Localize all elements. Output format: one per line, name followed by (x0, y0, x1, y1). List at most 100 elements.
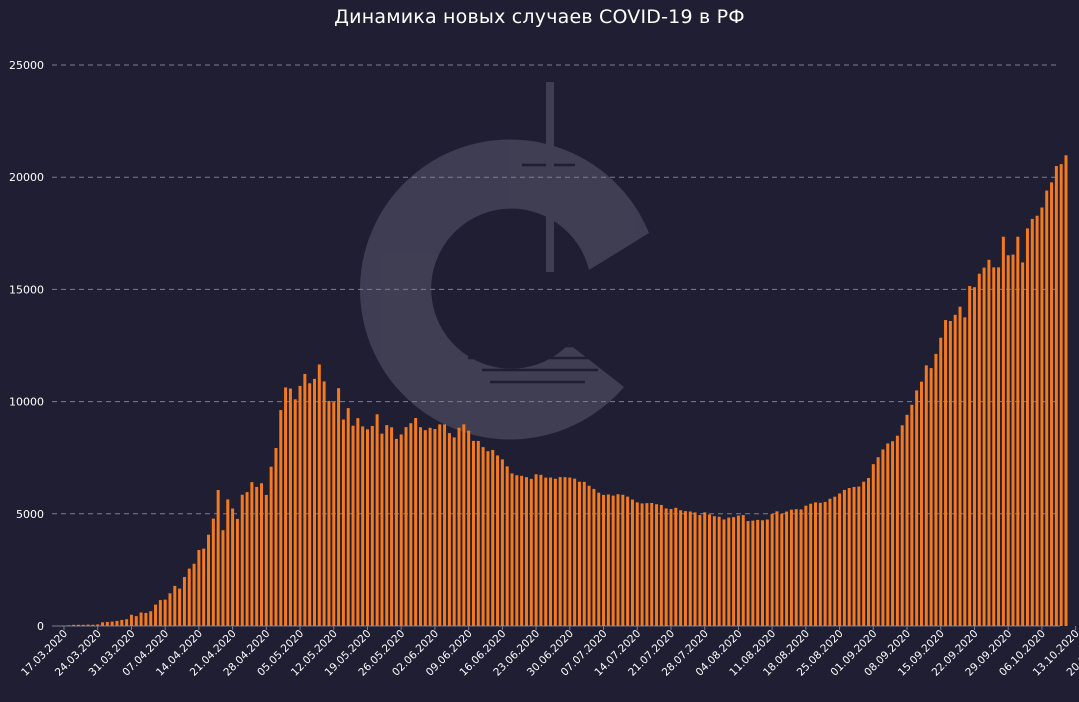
bar (794, 509, 798, 626)
sound-wave-icon (468, 98, 630, 384)
bar (577, 481, 581, 626)
y-tick-label: 15000 (9, 283, 44, 296)
bar (664, 508, 668, 626)
bar (924, 365, 928, 626)
bar (818, 502, 822, 626)
bar (414, 418, 418, 626)
bar (409, 423, 413, 626)
bar (144, 612, 148, 626)
bar (462, 424, 466, 626)
y-tick-label: 5000 (16, 508, 44, 521)
bar (226, 499, 230, 626)
bar (428, 427, 432, 626)
bar (418, 427, 422, 626)
bar (293, 399, 297, 626)
bar (346, 408, 350, 626)
bar (905, 414, 909, 626)
bar (679, 510, 683, 626)
bar (120, 619, 124, 626)
bar (756, 519, 760, 626)
bar (457, 427, 461, 626)
bar (327, 400, 331, 626)
bar (775, 511, 779, 626)
bar (298, 385, 302, 626)
bar (452, 437, 456, 626)
bar (332, 402, 336, 626)
bar (674, 507, 678, 626)
bar (708, 514, 712, 626)
bar (717, 516, 721, 626)
bar (149, 611, 153, 626)
bar (785, 511, 789, 626)
bar (91, 624, 95, 626)
bar (380, 433, 384, 626)
bar (789, 509, 793, 626)
bar (438, 424, 442, 626)
bar (125, 619, 129, 626)
bar (939, 337, 943, 626)
bar (1045, 190, 1049, 626)
bar (269, 466, 273, 626)
bar (154, 604, 158, 626)
y-tick-label: 10000 (9, 396, 44, 409)
bar (645, 503, 649, 626)
bar (207, 534, 211, 626)
y-tick-label: 20000 (9, 171, 44, 184)
bar (953, 314, 957, 626)
bar (96, 624, 100, 626)
bar (356, 418, 360, 626)
bar (722, 519, 726, 626)
bar (650, 502, 654, 626)
bar (341, 419, 345, 626)
bar (115, 620, 119, 626)
bar (972, 287, 976, 626)
bar (823, 501, 827, 626)
bar (303, 373, 307, 626)
bar (72, 624, 76, 626)
bar (433, 429, 437, 626)
bar (915, 390, 919, 626)
bar (510, 473, 514, 626)
bar (500, 459, 504, 626)
bar (857, 486, 861, 626)
bar (886, 443, 890, 626)
bar (693, 512, 697, 626)
bar (370, 425, 374, 626)
bar (833, 496, 837, 626)
bar (587, 485, 591, 626)
bar (838, 493, 842, 626)
bar (592, 488, 596, 626)
bar (963, 317, 967, 626)
bar (101, 622, 105, 626)
bar (958, 306, 962, 626)
bar (67, 625, 71, 626)
bar (496, 455, 500, 626)
x-axis: 17.03.202024.03.202031.03.202007.04.2020… (19, 626, 1079, 679)
bar (197, 549, 201, 626)
bar (351, 425, 355, 626)
bar (467, 430, 471, 626)
bar (505, 466, 509, 626)
bar (669, 509, 673, 626)
bar (1035, 215, 1039, 627)
bar (476, 440, 480, 626)
bar (640, 503, 644, 626)
bar (549, 477, 553, 626)
bar (216, 490, 220, 626)
bar (814, 502, 817, 626)
bar (1054, 166, 1058, 626)
bar (582, 481, 586, 626)
bar (799, 509, 803, 626)
bar (828, 498, 832, 626)
bar (250, 482, 254, 626)
bar (231, 508, 235, 626)
bar (168, 593, 172, 626)
bar (573, 478, 577, 626)
y-tick-label: 0 (37, 620, 44, 633)
bar (563, 477, 567, 626)
bar (1064, 155, 1068, 626)
bar (621, 494, 625, 626)
bar (337, 388, 341, 626)
bar (867, 478, 870, 626)
